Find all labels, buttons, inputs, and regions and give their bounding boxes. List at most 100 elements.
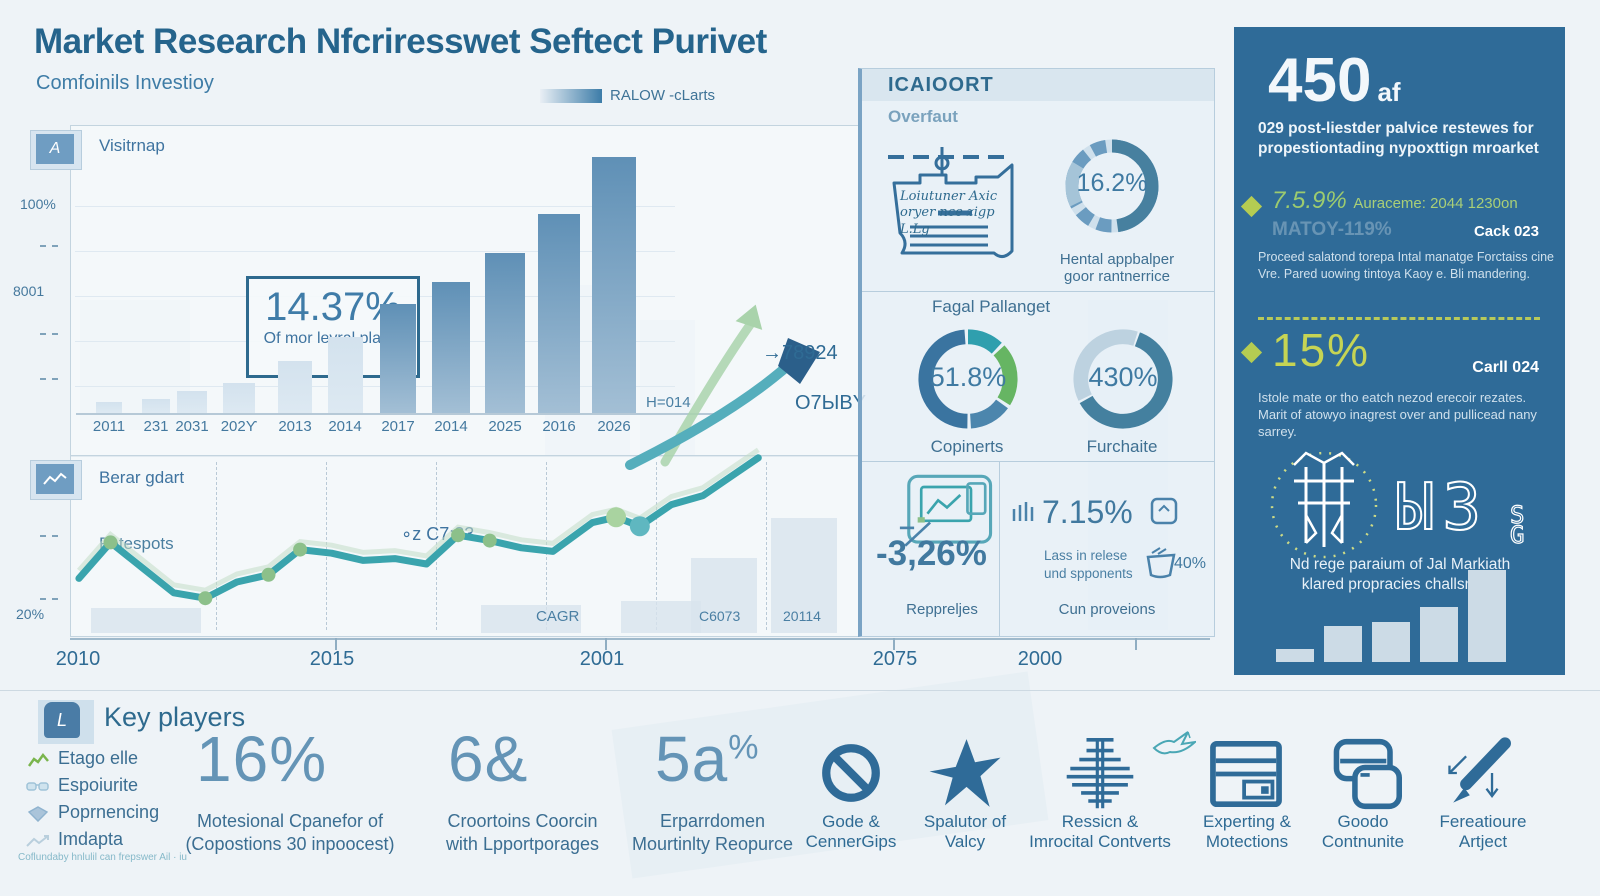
y-dash-tick [40, 598, 58, 600]
bar-2014 [431, 282, 471, 413]
bar-chart-tab: A [30, 130, 82, 170]
report-subtitle: Overfaut [888, 107, 958, 126]
player-item: Poprnencing [58, 802, 160, 822]
arrow-value-label: →78924 [762, 342, 838, 364]
bottom-separator [0, 690, 1600, 691]
headline-text: 029 post-liestder palvice restewes for p… [1258, 120, 1539, 157]
arrow-flag-icon [26, 835, 49, 847]
chart-label: Berar gdart [99, 468, 185, 487]
stat-value: 16% [196, 722, 327, 796]
bar-2017 [379, 304, 417, 413]
donut-furchaite [1073, 329, 1173, 429]
v-gridline [656, 462, 657, 630]
stat-label: Motesional Cpanefor of (Copostions 30 in… [185, 811, 395, 854]
bar-2014 [327, 336, 363, 413]
y-dash-tick [40, 333, 58, 335]
headline-value: 450 af [1268, 45, 1401, 116]
server-icon [1210, 740, 1282, 808]
handwritten-note: Loiutuner Axic oryer nce zigp L.Lg [900, 189, 997, 238]
stat2-tag: Carll 024 [1472, 359, 1539, 376]
v-gridline [766, 462, 767, 630]
icon-label: Goodo Contnunite [1321, 812, 1405, 852]
y-tick-100: 100% [20, 196, 56, 212]
stat-number: 5a [655, 723, 729, 795]
timeline-tick [893, 638, 895, 650]
svg-text:S: S [1510, 501, 1524, 529]
timeline-tick [1135, 638, 1137, 650]
page-subtitle: Comfoinils Investioy [36, 72, 214, 94]
h-label: H=014 [646, 394, 691, 411]
donut-copinerts-caption: Copinerts [930, 437, 1004, 456]
gridline [75, 251, 675, 252]
background-bar [771, 518, 837, 633]
bar-2013 [278, 361, 312, 413]
v-gridline [216, 462, 217, 630]
donut-copinerts [918, 329, 1018, 429]
page-title: Market Research Nfcriresswet Seftect Pur… [34, 22, 767, 61]
sidebar-mini-bar [1420, 606, 1458, 662]
svg-text:ЫЗ: ЫЗ [1396, 471, 1489, 545]
sidebar-mini-bar [1276, 649, 1314, 662]
trend-line-chart [75, 447, 762, 606]
callout-value: 14.37% [265, 285, 401, 329]
timeline-tick [335, 638, 337, 650]
donut-overview-caption: Hental appbalper goor rantnerrice [1059, 251, 1175, 285]
player-item: Espoiurite [58, 775, 139, 795]
key-players-tab-letter: L [56, 709, 67, 730]
bar-2011 [96, 402, 122, 413]
mini-bars-glyph [1012, 502, 1034, 521]
bar-231 [142, 399, 170, 413]
growth-arrows [625, 304, 820, 470]
icon-label: Experting & Motections [1203, 812, 1291, 852]
gridline [75, 386, 675, 387]
player-item: Imdapta [58, 829, 124, 849]
sidebar-mini-bar [1468, 570, 1506, 662]
section-title: Fagal Pallanget [932, 297, 1051, 316]
bar-2026 [592, 157, 636, 413]
sidebar-mini-bar-chart [1276, 567, 1526, 662]
y-tick-8001: 8001 [13, 283, 45, 299]
footnote: Coflundaby hnlulil can frepswer Ail · iu [18, 852, 187, 863]
background-bar [621, 601, 701, 633]
stat2-value: 15% [1272, 324, 1371, 376]
stat-number: 6& [448, 723, 529, 795]
stat1-inline: Auraceme: 2044 1230on [1353, 195, 1518, 212]
icon-label: Fereatioure Artject [1439, 812, 1527, 852]
svg-text:G: G [1510, 521, 1524, 549]
sparkline-icon [28, 752, 49, 767]
x-axis-line [76, 413, 716, 415]
stat1-tag: Cack 023 [1473, 223, 1539, 240]
y-dash-tick [40, 245, 58, 247]
sidebar-mini-bar [1324, 626, 1362, 662]
stat2-body: Istole mate or tho eatch nezod erecoir r… [1258, 390, 1537, 440]
monitor-chart-icon [899, 474, 993, 547]
icon-label: Gode & CennerGips [805, 812, 897, 852]
timeline-label: 2015 [309, 648, 355, 670]
stat1-value-line: 7.5.9% Auraceme: 2044 1230on [1272, 187, 1518, 215]
cell-right-value: 7.15% [1042, 494, 1133, 530]
note-line: L.Lg [900, 221, 930, 237]
donut-furchaite-value: 430% [1088, 362, 1158, 392]
cells-divider-v [999, 461, 1000, 636]
line-chart-icon [43, 472, 67, 485]
player-item: Etago elle [58, 748, 139, 768]
line-chart-tab-icon [36, 464, 74, 494]
bar-x-label: 2017 [381, 418, 415, 435]
glyph-letters-icon: ЫЗ S G [1395, 470, 1525, 550]
bar-2016 [537, 214, 581, 413]
headline-number: 450 [1268, 46, 1372, 115]
gridline [75, 206, 675, 207]
donut-overview [1065, 139, 1159, 233]
stat-value: 5a% [655, 722, 759, 796]
bar-x-label: 231 [143, 418, 169, 435]
gem-icon [28, 806, 48, 822]
basket-icon [1146, 547, 1176, 579]
stat-suffix: % [728, 728, 760, 767]
sidebar-mini-bar [1372, 622, 1410, 662]
cell-left-value: -3,26% [876, 534, 987, 573]
cagr-label: CAGR [536, 608, 580, 625]
tag1-label: C6073 [699, 608, 741, 624]
timeline-tick [605, 638, 607, 650]
timeline-axis [70, 638, 1210, 640]
